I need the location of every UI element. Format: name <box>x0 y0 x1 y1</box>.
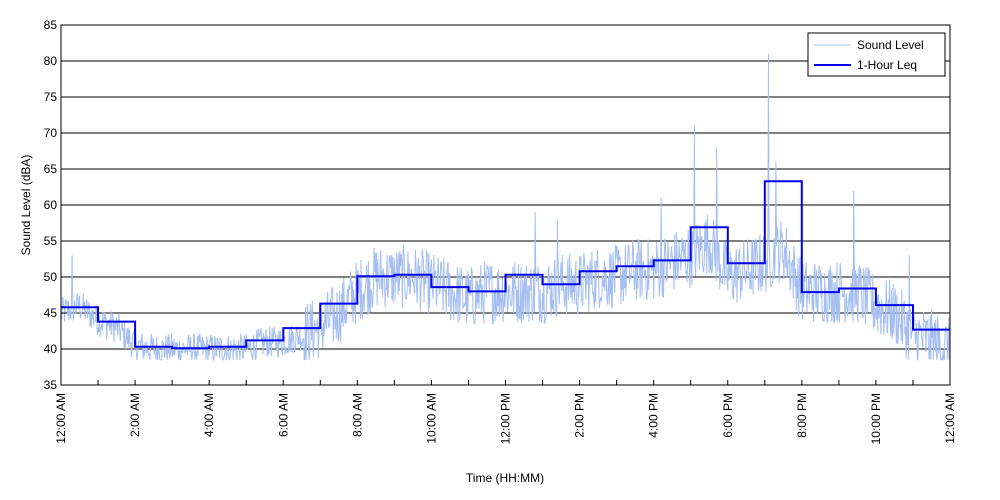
legend-box <box>807 32 946 77</box>
y-tick-label: 65 <box>44 162 58 176</box>
x-tick-label: 2:00 AM <box>128 393 142 437</box>
y-tick-label: 55 <box>44 234 58 248</box>
y-tick-label: 50 <box>44 270 58 284</box>
x-tick-label: 4:00 AM <box>202 393 216 437</box>
x-tick-label: 12:00 AM <box>54 393 68 444</box>
legend-label-leq: 1-Hour Leq <box>857 58 917 72</box>
y-tick-label: 80 <box>44 54 58 68</box>
x-axis-ticks: 12:00 AM 2:00 AM 4:00 AM 6:00 AM 8:00 AM 10:0… <box>54 380 957 444</box>
legend-label-sound-level: Sound Level <box>857 38 924 52</box>
y-tick-label: 35 <box>44 378 58 392</box>
y-tick-label: 45 <box>44 306 58 320</box>
x-tick-label: 4:00 PM <box>647 393 661 438</box>
y-axis-title: Sound Level (dBA) <box>19 155 33 256</box>
x-tick-label: 12:00 AM <box>943 393 957 444</box>
y-tick-label: 75 <box>44 90 58 104</box>
y-axis-ticks: 35 40 45 50 55 60 65 70 75 80 85 <box>44 18 66 392</box>
x-tick-label: 10:00 AM <box>424 393 438 444</box>
leq-step-line <box>61 180 950 350</box>
legend: Sound Level 1-Hour Leq <box>807 32 946 77</box>
x-tick-label: 8:00 PM <box>795 393 809 438</box>
y-tick-label: 60 <box>44 198 58 212</box>
y-tick-label: 70 <box>44 126 58 140</box>
y-tick-label: 40 <box>44 342 58 356</box>
x-axis-title: Time (HH:MM) <box>466 471 544 485</box>
x-tick-label: 6:00 PM <box>721 393 735 438</box>
y-tick-label: 85 <box>44 18 58 32</box>
x-tick-label: 8:00 AM <box>350 393 364 437</box>
x-tick-label: 12:00 PM <box>499 393 513 444</box>
x-tick-label: 10:00 PM <box>869 393 883 444</box>
x-tick-label: 2:00 PM <box>573 393 587 438</box>
x-tick-label: 6:00 AM <box>276 393 290 437</box>
leq-series <box>61 180 950 350</box>
